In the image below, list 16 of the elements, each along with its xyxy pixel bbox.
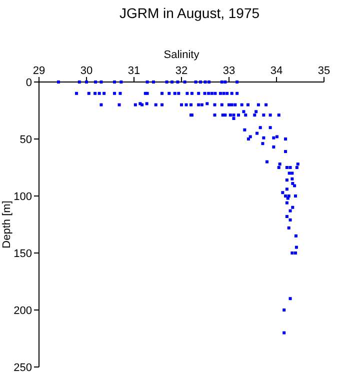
y-tick-label: 0 [26,77,32,89]
y-tick-label: 50 [20,134,32,146]
y-tick-label: 250 [14,362,32,374]
x-tick-label: 30 [80,65,93,77]
y-tick-label: 100 [14,191,32,203]
x-tick-label: 29 [32,65,46,77]
y-tick-label: 200 [14,305,32,317]
x-tick-label: 31 [128,65,140,77]
x-tick-label: 35 [318,65,330,77]
x-tick-label: 32 [175,65,188,77]
y-tick-label: 150 [14,248,32,260]
chart-title: JGRM in August, 1975 [119,5,260,21]
x-tick-label: 33 [222,65,236,77]
x-tick-label: 34 [270,65,283,77]
y-axis-title: Depth [m] [1,200,13,248]
x-axis-title: Salinity [164,49,200,61]
